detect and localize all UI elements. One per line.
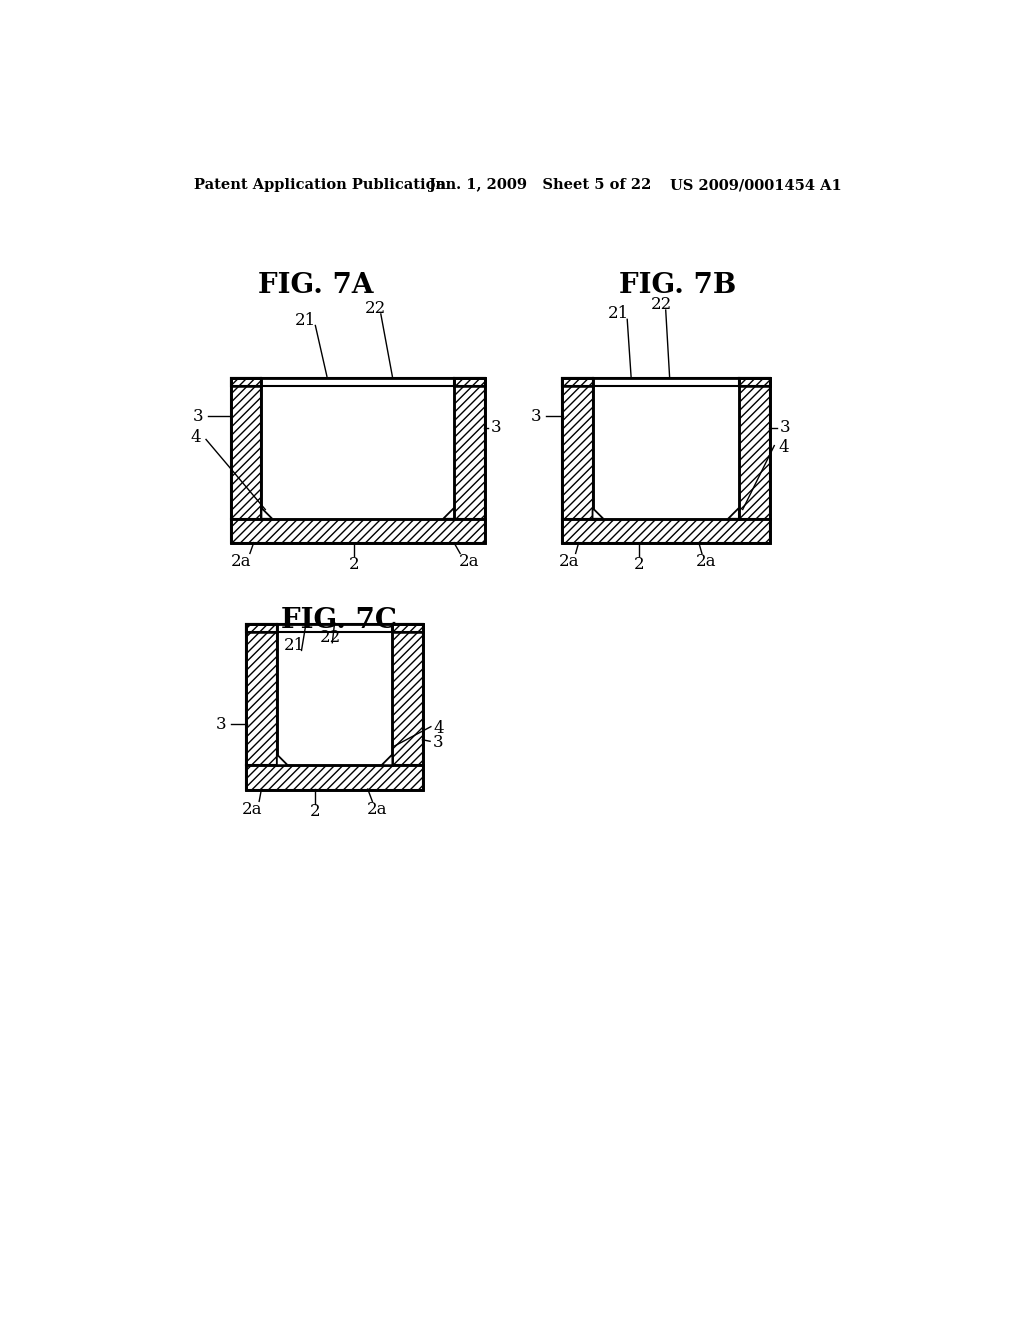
Text: 3: 3 xyxy=(490,420,502,437)
Text: Patent Application Publication: Patent Application Publication xyxy=(194,178,445,193)
Bar xyxy=(246,624,423,789)
Text: US 2009/0001454 A1: US 2009/0001454 A1 xyxy=(670,178,842,193)
Text: 4: 4 xyxy=(778,438,788,455)
Text: 2a: 2a xyxy=(459,553,479,570)
Bar xyxy=(392,624,423,766)
Text: 3: 3 xyxy=(193,408,204,425)
Text: 22: 22 xyxy=(321,628,341,645)
Bar xyxy=(562,378,593,519)
Text: 2a: 2a xyxy=(230,553,251,570)
Bar xyxy=(276,624,392,632)
Bar xyxy=(246,624,276,766)
Text: 2a: 2a xyxy=(242,800,262,817)
Bar xyxy=(261,378,454,385)
Bar xyxy=(246,766,423,789)
Text: 22: 22 xyxy=(651,296,673,313)
Polygon shape xyxy=(276,755,288,766)
Bar xyxy=(454,378,484,519)
Bar xyxy=(392,624,423,632)
Text: 2a: 2a xyxy=(367,800,387,817)
Bar xyxy=(276,624,392,766)
Text: FIG. 7A: FIG. 7A xyxy=(258,272,373,298)
Bar xyxy=(739,378,770,385)
Bar xyxy=(454,378,484,385)
Text: 3: 3 xyxy=(433,734,443,751)
Bar xyxy=(562,519,770,544)
Bar xyxy=(230,378,484,544)
Bar xyxy=(230,519,484,544)
Bar xyxy=(246,624,276,766)
Text: FIG. 7B: FIG. 7B xyxy=(618,272,736,298)
Text: Jan. 1, 2009   Sheet 5 of 22: Jan. 1, 2009 Sheet 5 of 22 xyxy=(429,178,651,193)
Polygon shape xyxy=(443,508,454,519)
Text: 3: 3 xyxy=(215,715,226,733)
Bar xyxy=(230,378,261,385)
Bar xyxy=(562,378,770,544)
Bar xyxy=(562,378,593,519)
Bar xyxy=(230,378,261,385)
Text: 4: 4 xyxy=(433,719,443,737)
Bar xyxy=(392,624,423,632)
Polygon shape xyxy=(728,508,739,519)
Bar xyxy=(454,378,484,385)
Text: 4: 4 xyxy=(190,429,202,446)
Polygon shape xyxy=(382,755,392,766)
Bar xyxy=(454,378,484,519)
Bar xyxy=(261,378,454,519)
Text: 2: 2 xyxy=(348,556,359,573)
Text: 3: 3 xyxy=(531,408,542,425)
Bar xyxy=(562,378,593,385)
Text: FIG. 7C: FIG. 7C xyxy=(281,607,396,634)
Bar xyxy=(739,378,770,519)
Text: 2: 2 xyxy=(634,556,644,573)
Text: 2a: 2a xyxy=(696,553,717,570)
Text: 2a: 2a xyxy=(559,553,580,570)
Text: 2: 2 xyxy=(310,803,321,820)
Bar xyxy=(230,519,484,544)
Text: 21: 21 xyxy=(295,312,316,329)
Bar xyxy=(230,378,261,519)
Bar xyxy=(246,624,276,632)
Polygon shape xyxy=(593,508,603,519)
Bar xyxy=(593,378,739,519)
Bar xyxy=(562,519,770,544)
Bar xyxy=(230,378,261,519)
Text: 21: 21 xyxy=(284,636,305,653)
Bar xyxy=(593,378,739,385)
Bar xyxy=(246,766,423,789)
Bar xyxy=(562,378,593,385)
Text: 3: 3 xyxy=(779,420,791,437)
Bar xyxy=(392,624,423,766)
Polygon shape xyxy=(261,508,272,519)
Text: 22: 22 xyxy=(365,300,386,317)
Text: 21: 21 xyxy=(607,305,629,322)
Bar xyxy=(739,378,770,385)
Bar xyxy=(739,378,770,519)
Bar xyxy=(246,624,276,632)
